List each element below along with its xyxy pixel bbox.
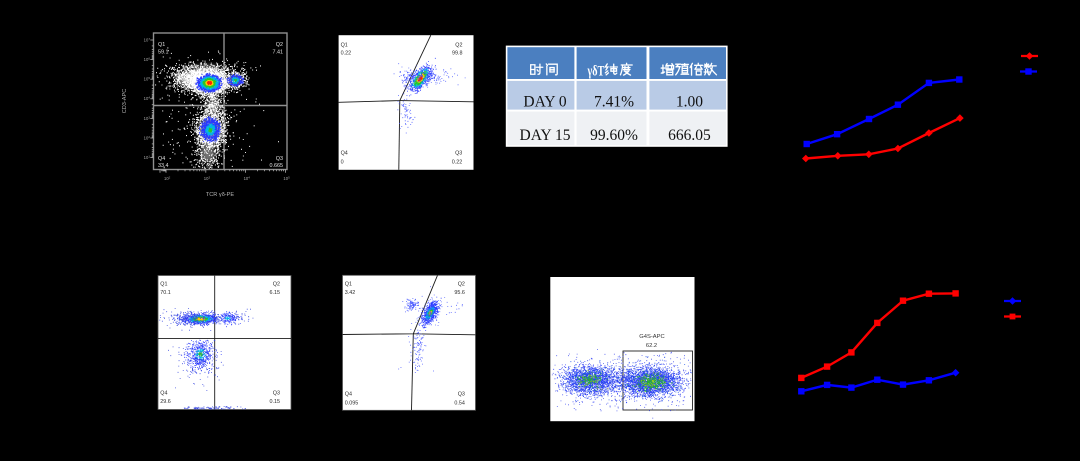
svg-text:102: 102 (144, 135, 151, 141)
svg-text:Q2: Q2 (276, 42, 283, 48)
svg-text:101: 101 (144, 155, 151, 161)
svg-text:105: 105 (144, 76, 151, 82)
svg-text:0: 0 (341, 159, 344, 165)
svg-text:3.42: 3.42 (345, 290, 356, 296)
svg-text:DAY 15: DAY 15 (520, 127, 571, 144)
svg-text:29.6: 29.6 (160, 399, 171, 405)
svg-text:7.41%: 7.41% (594, 94, 634, 111)
svg-text:Q3: Q3 (455, 151, 462, 157)
svg-text:Q2: Q2 (273, 282, 280, 288)
svg-text:99.60%: 99.60% (590, 127, 638, 144)
svg-text:104: 104 (144, 96, 151, 102)
svg-text:γδT: γδT (587, 64, 604, 80)
svg-text:CD3-APC: CD3-APC (122, 89, 128, 114)
svg-text:TCR γδ-PE: TCR γδ-PE (206, 192, 235, 198)
svg-text:Q4: Q4 (345, 392, 352, 398)
svg-text:0.54: 0.54 (454, 400, 465, 406)
svg-text:Q4: Q4 (158, 156, 165, 162)
svg-text:99.8: 99.8 (452, 51, 463, 57)
svg-text:0.095: 0.095 (345, 400, 359, 406)
svg-text:Q2: Q2 (455, 42, 462, 48)
svg-text:DAY 0: DAY 0 (523, 94, 566, 111)
svg-text:Q4: Q4 (341, 151, 348, 157)
svg-text:Q1: Q1 (341, 42, 348, 48)
svg-text:Q3: Q3 (273, 391, 280, 397)
svg-text:104: 104 (244, 176, 251, 182)
svg-text:7.41: 7.41 (273, 50, 284, 56)
svg-text:107: 107 (144, 37, 151, 43)
svg-text:59.1: 59.1 (158, 50, 169, 56)
svg-text:Q1: Q1 (345, 281, 352, 287)
svg-text:95.6: 95.6 (454, 290, 465, 296)
svg-text:0.22: 0.22 (341, 51, 352, 57)
svg-text:Q3: Q3 (276, 156, 283, 162)
svg-text:70.1: 70.1 (160, 290, 171, 296)
svg-text:Q2: Q2 (458, 281, 465, 287)
svg-text:106: 106 (144, 57, 151, 63)
svg-text:102: 102 (164, 176, 171, 182)
svg-text:6.15: 6.15 (270, 290, 281, 296)
svg-text:105: 105 (283, 176, 290, 182)
svg-text:G4S-APC: G4S-APC (639, 334, 664, 340)
svg-text:666.05: 666.05 (668, 127, 711, 144)
svg-text:Q3: Q3 (458, 392, 465, 398)
svg-text:62.2: 62.2 (646, 343, 657, 349)
svg-text:33.4: 33.4 (158, 163, 169, 169)
svg-text:Q4: Q4 (160, 391, 167, 397)
svg-text:103: 103 (204, 176, 211, 182)
svg-text:0.15: 0.15 (270, 399, 281, 405)
svg-text:0.665: 0.665 (270, 163, 284, 169)
svg-text:Q1: Q1 (160, 282, 167, 288)
svg-text:0.22: 0.22 (452, 159, 463, 165)
svg-text:1.00: 1.00 (676, 94, 703, 111)
svg-text:103: 103 (144, 115, 151, 121)
svg-text:Q1: Q1 (158, 42, 165, 48)
